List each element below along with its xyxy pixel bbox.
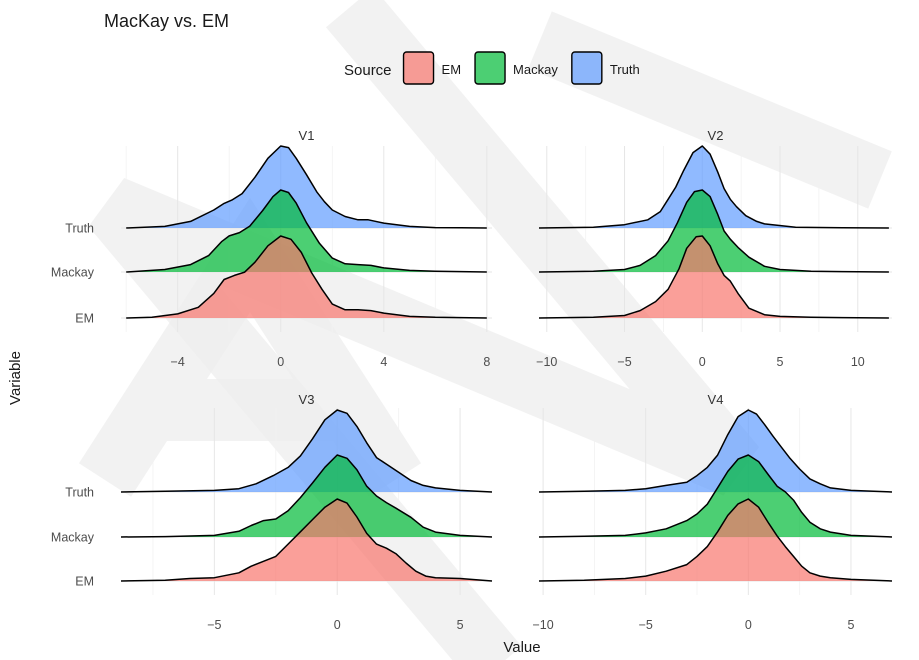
x-tick-label: 10 [851, 355, 865, 369]
legend-key-em [404, 52, 434, 84]
panel-label-v3: V3 [299, 392, 315, 407]
x-tick-label: 0 [699, 355, 706, 369]
x-tick-label: −5 [207, 618, 221, 632]
x-tick-label: 5 [777, 355, 784, 369]
x-tick-label: 4 [380, 355, 387, 369]
legend-title: Source [344, 62, 392, 79]
x-axis-title: Value [503, 639, 540, 656]
y-tick-label-mackay: Mackay [51, 266, 95, 280]
y-tick-label-mackay: Mackay [51, 531, 95, 545]
panel-label-v2: V2 [708, 128, 724, 143]
legend-key-truth [572, 52, 602, 84]
x-tick-label: 8 [483, 355, 490, 369]
y-tick-label-em: EM [75, 312, 94, 326]
x-tick-label: 0 [745, 618, 752, 632]
x-tick-label: 0 [277, 355, 284, 369]
legend-label-em: EM [442, 62, 462, 77]
x-tick-label: 0 [334, 618, 341, 632]
x-tick-label: −4 [171, 355, 185, 369]
panel-label-v4: V4 [708, 392, 724, 407]
panel-label-v1: V1 [299, 128, 315, 143]
y-axis-title: Variable [7, 351, 24, 405]
x-tick-label: 5 [457, 618, 464, 632]
x-tick-label: −5 [617, 355, 631, 369]
legend-label-mackay: Mackay [513, 62, 558, 77]
legend-key-mackay [475, 52, 505, 84]
chart-title: MacKay vs. EM [104, 11, 229, 31]
legend-label-truth: Truth [610, 62, 640, 77]
y-tick-label-em: EM [75, 575, 94, 589]
x-tick-label: −10 [532, 618, 553, 632]
x-tick-label: −10 [536, 355, 557, 369]
y-tick-label-truth: Truth [65, 222, 94, 236]
x-tick-label: 5 [847, 618, 854, 632]
y-tick-label-truth: Truth [65, 486, 94, 500]
x-tick-label: −5 [639, 618, 653, 632]
